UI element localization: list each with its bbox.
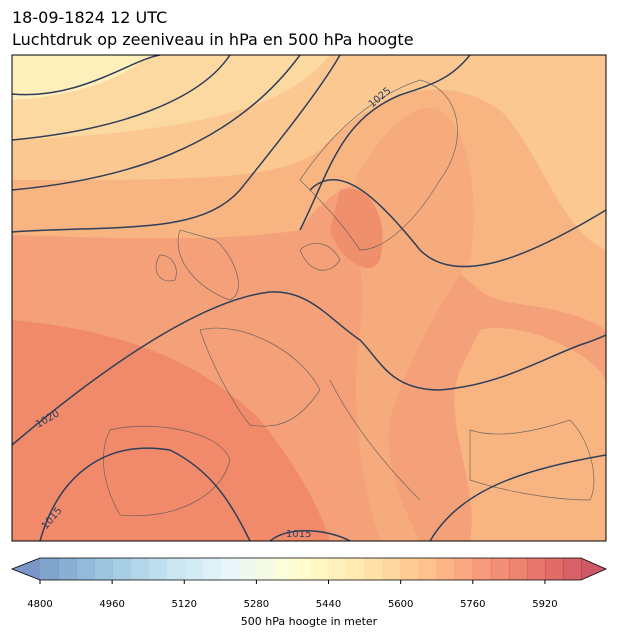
colorbar-box — [328, 558, 348, 580]
colorbar-extend-low — [12, 558, 40, 580]
colorbar-box — [58, 558, 77, 580]
colorbar-box — [472, 558, 492, 580]
contour-label: 1015 — [286, 529, 311, 540]
colorbar-box — [184, 558, 203, 580]
fill-5640 — [12, 320, 330, 541]
colorbar-tick-label: 5120 — [172, 599, 197, 610]
fill-trough-edge — [352, 107, 474, 541]
colorbar-box — [130, 558, 149, 580]
colorbar-box — [202, 558, 221, 580]
colorbar-box — [40, 558, 59, 580]
colorbar-box — [238, 558, 257, 580]
colorbar-box — [454, 558, 474, 580]
colorbar-box — [400, 558, 420, 580]
colorbar-box — [508, 558, 528, 580]
colorbar-box — [526, 558, 546, 580]
colorbar-box — [148, 558, 167, 580]
colorbar-box — [382, 558, 402, 580]
colorbar-tick-label: 5440 — [316, 599, 341, 610]
subtitle: Luchtdruk op zeeniveau in hPa en 500 hPa… — [12, 30, 414, 49]
title: 18-09-1824 12 UTC — [12, 8, 168, 27]
colorbar-box — [490, 558, 510, 580]
colorbar-tick-label: 4800 — [27, 599, 52, 610]
map: 1025 1020 1015 1015 — [12, 55, 606, 541]
colorbar-box — [256, 558, 275, 580]
colorbar-box — [418, 558, 438, 580]
colorbar-tick-label: 5760 — [460, 599, 485, 610]
colorbar-label: 500 hPa hoogte in meter — [241, 615, 378, 628]
fill-east — [454, 328, 606, 541]
colorbar-box — [544, 558, 564, 580]
colorbar-tick-label: 5920 — [532, 599, 557, 610]
colorbar: 4800 4960 5120 5280 5440 5600 5760 5920 — [10, 557, 607, 610]
colorbar-tick-label: 5280 — [244, 599, 269, 610]
fill-5840 — [12, 55, 150, 100]
isobars — [12, 55, 606, 541]
map-frame — [11, 54, 607, 542]
colorbar-box — [436, 558, 456, 580]
colorbar-box — [274, 558, 293, 580]
colorbar-box — [310, 558, 330, 580]
colorbar-box — [562, 558, 582, 580]
colorbar-box — [346, 558, 366, 580]
colorbar-box — [292, 558, 311, 580]
colorbar-box — [94, 558, 113, 580]
colorbar-extend-high — [581, 558, 606, 580]
colorbar-box — [76, 558, 95, 580]
colorbar-box — [112, 558, 131, 580]
colorbar-box — [166, 558, 185, 580]
colorbar-tick-label: 4960 — [99, 599, 124, 610]
fill-scandinavia — [330, 188, 383, 269]
colorbar-box — [364, 558, 384, 580]
colorbar-outline — [10, 557, 607, 581]
colorbar-box — [220, 558, 239, 580]
colorbar-tick-label: 5600 — [388, 599, 413, 610]
